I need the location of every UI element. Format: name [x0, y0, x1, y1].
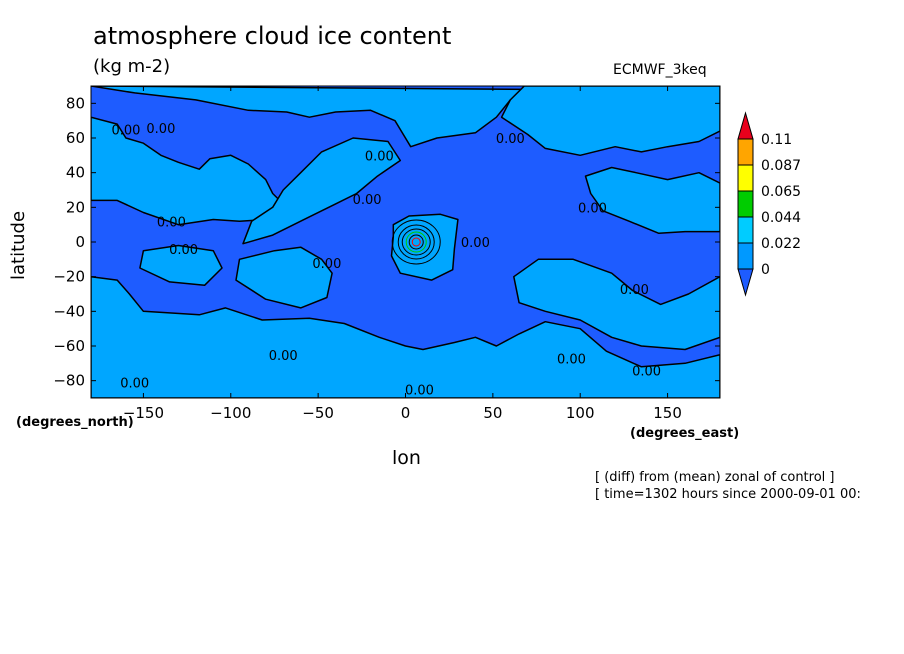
colorbar-segment: [737, 216, 754, 244]
y-tick-label: −60: [53, 337, 85, 355]
y-axis-units: (degrees_north): [16, 415, 134, 430]
contour-region: [513, 258, 720, 351]
hotspot-contour: [391, 219, 441, 265]
colorbar-label: 0.022: [761, 236, 801, 252]
colorbar-arrow-bottom: [737, 268, 754, 297]
y-tick-label: 0: [75, 233, 85, 251]
colorbar-label: 0.044: [761, 210, 801, 226]
contour-region: [139, 244, 223, 287]
contour-label: 0.00: [169, 243, 198, 258]
x-tick-label: −100: [210, 404, 251, 422]
colorbar-segment: [737, 242, 754, 270]
contour-label: 0.00: [353, 193, 382, 208]
contour-label: 0.00: [111, 124, 140, 139]
hotspot-contour: [411, 237, 421, 247]
x-tick-label: 150: [653, 404, 682, 422]
colorbar: 0.11 0.087 0.065 0.044 0.022 0: [737, 111, 801, 297]
colorbar-label: 0.11: [761, 132, 792, 148]
y-tick-label: 80: [66, 94, 85, 112]
hotspot-contour: [408, 234, 424, 250]
axis-ticks: −150 −100 −50 0 50 100 150 −80 −60 −40 −20 0 20 40 60 8…: [53, 86, 720, 422]
footer-note-diff: [ (diff) from (mean) zonal of control ]: [595, 470, 835, 485]
colorbar-segment: [737, 138, 754, 166]
hotspot-contour: [401, 228, 431, 256]
contour-region: [242, 137, 402, 245]
contour-label: 0.00: [157, 215, 186, 230]
contour-label: 0.00: [146, 122, 175, 137]
y-axis-label: latitude: [8, 210, 29, 280]
contour-label: 0.00: [461, 236, 490, 251]
contour-label: 0.00: [120, 377, 149, 392]
contour-region: [91, 116, 284, 226]
contour-label: 0.00: [557, 352, 586, 367]
y-tick-label: −80: [53, 372, 85, 390]
contour-label: 0.00: [578, 202, 607, 217]
plot-area: 0.00 0.00 0.00 0.00 0.00 0.00 0.00 0.00 0.00 0.00…: [91, 86, 720, 399]
colorbar-label: 0.087: [761, 158, 801, 174]
y-tick-label: 20: [66, 198, 85, 216]
colorbar-label: 0.065: [761, 184, 801, 200]
contour-region: [235, 246, 333, 309]
x-axis-units: (degrees_east): [630, 426, 740, 441]
contour-region: [91, 275, 720, 398]
x-tick-label: −150: [123, 404, 164, 422]
hotspot-contour: [405, 231, 427, 253]
contour-label: 0.00: [312, 257, 341, 272]
contour-label: 0.00: [269, 349, 298, 364]
colorbar-segment: [737, 164, 754, 192]
x-tick-label: 100: [566, 404, 595, 422]
hotspot-contour: [397, 224, 435, 260]
contour-label: 0.00: [620, 283, 649, 298]
contour-region: [500, 86, 720, 157]
contour-label: 0.00: [496, 132, 525, 147]
chart-units: (kg m-2): [93, 56, 171, 77]
colorbar-arrow-top: [737, 111, 754, 140]
contour-label: 0.00: [405, 384, 434, 399]
x-tick-label: 0: [401, 404, 411, 422]
footer-note-time: [ time=1302 hours since 2000-09-01 00:: [595, 487, 861, 502]
colorbar-label: 0: [761, 262, 770, 278]
x-axis-label: lon: [392, 447, 421, 469]
contour-region: [584, 166, 720, 235]
x-tick-label: 50: [483, 404, 502, 422]
x-tick-label: −50: [302, 404, 334, 422]
y-tick-label: 40: [66, 164, 85, 182]
colorbar-segment: [737, 190, 754, 218]
model-name: ECMWF_3keq: [613, 62, 707, 78]
y-tick-label: −20: [53, 268, 85, 286]
y-tick-label: −40: [53, 302, 85, 320]
contour-label: 0.00: [632, 364, 661, 379]
y-tick-label: 60: [66, 129, 85, 147]
chart-title: atmosphere cloud ice content: [93, 22, 452, 50]
contour-label: 0.00: [365, 150, 394, 165]
